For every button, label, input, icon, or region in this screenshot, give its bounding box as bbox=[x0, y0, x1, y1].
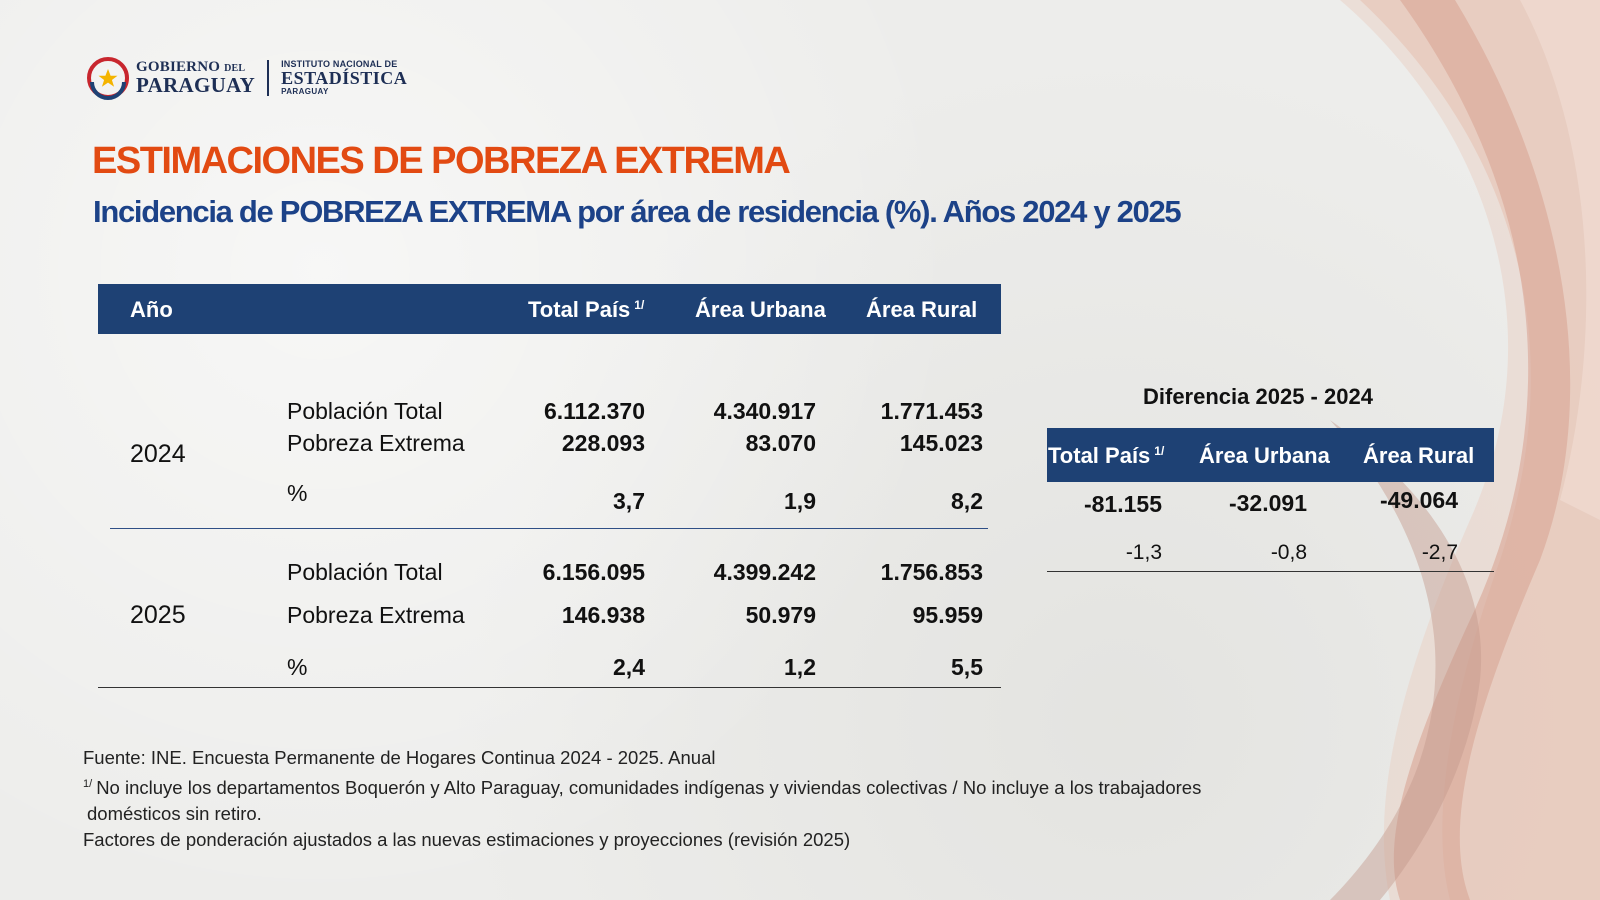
row-2025-poverty-rural: 95.959 bbox=[912, 602, 983, 628]
source-note: Fuente: INE. Encuesta Permanente de Hoga… bbox=[83, 747, 716, 768]
diff-header-total-label: Total País bbox=[1048, 443, 1151, 468]
header-total-note: 1/ bbox=[634, 297, 645, 312]
row-2025-pct-total: 2,4 bbox=[613, 654, 645, 680]
header-total-label: Total País bbox=[528, 297, 631, 322]
year-2024: 2024 bbox=[130, 440, 186, 468]
diff-header-rural: Área Rural bbox=[1363, 443, 1475, 468]
row-2025-population-label: Población Total bbox=[287, 559, 443, 585]
paraguay-emblem-icon bbox=[87, 57, 129, 100]
diff-table-bottom-rule bbox=[1047, 571, 1494, 572]
row-2024-poverty-label: Pobreza Extrema bbox=[287, 430, 465, 456]
row-2024-population-label: Población Total bbox=[287, 398, 443, 424]
diff-absolute-urban: -32.091 bbox=[1228, 490, 1307, 516]
row-2025-poverty-urban: 50.979 bbox=[745, 602, 816, 628]
table-bottom-rule bbox=[98, 687, 1001, 688]
row-2024-pct-label: % bbox=[287, 480, 308, 506]
ine-line2: ESTADÍSTICA bbox=[281, 68, 408, 89]
exclusion-note: 1/No incluye los departamentos Boquerón … bbox=[83, 771, 1201, 801]
row-2024-poverty-total: 228.093 bbox=[561, 430, 645, 456]
diff-absolute-total: -81.155 bbox=[1083, 491, 1162, 517]
gov-line1: GOBIERNO bbox=[136, 59, 221, 75]
page-subtitle: Incidencia de POBREZA EXTREMA por área d… bbox=[93, 194, 1182, 229]
diff-table-header: Total País 1/ Área Urbana Área Rural bbox=[1047, 428, 1494, 482]
diff-absolute-rural: -49.064 bbox=[1379, 487, 1458, 513]
row-2025-pct-urban: 1,2 bbox=[784, 654, 816, 680]
exclusion-note-mark: 1/ bbox=[83, 778, 93, 790]
row-2024-pct-rural: 8,2 bbox=[951, 488, 983, 514]
row-2024-pct-urban: 1,9 bbox=[784, 488, 816, 514]
diff-header-total-note: 1/ bbox=[1154, 443, 1165, 458]
row-2024-pct-total: 3,7 bbox=[613, 488, 645, 514]
header-year: Año bbox=[130, 297, 173, 322]
row-2024-population-urban: 4.340.917 bbox=[713, 398, 816, 424]
footnotes: Fuente: INE. Encuesta Permanente de Hoga… bbox=[83, 745, 1201, 853]
diff-header-total: Total País 1/ bbox=[1048, 443, 1164, 469]
ine-line3: PARAGUAY bbox=[281, 86, 329, 96]
header-logos: GOBIERNO DEL PARAGUAY INSTITUTO NACIONAL… bbox=[86, 56, 407, 100]
row-2025-pct-label: % bbox=[287, 654, 308, 680]
diff-points-rural: -2,7 bbox=[1421, 541, 1458, 564]
row-2025-population-rural: 1.756.853 bbox=[880, 559, 983, 585]
row-2024-poverty-urban: 83.070 bbox=[745, 430, 816, 456]
gov-line1-small: DEL bbox=[224, 63, 246, 74]
header-total-pais: Total País 1/ bbox=[528, 297, 644, 323]
row-2025-poverty-total: 146.938 bbox=[561, 602, 645, 628]
header-area-rural: Área Rural bbox=[866, 297, 978, 322]
year-2025: 2025 bbox=[130, 601, 186, 629]
main-table-header: Año Total País 1/ Área Urbana Área Rural bbox=[98, 284, 1001, 334]
diff-header-urban: Área Urbana bbox=[1199, 443, 1330, 468]
gobierno-paraguay-logo: GOBIERNO DEL PARAGUAY bbox=[136, 60, 255, 96]
row-2024-population-total: 6.112.370 bbox=[543, 398, 645, 424]
weights-note: Factores de ponderación ajustados a las … bbox=[83, 829, 851, 851]
row-2025-population-total: 6.156.095 bbox=[542, 559, 645, 585]
row-2025-poverty-label: Pobreza Extrema bbox=[287, 602, 465, 628]
ine-line1: INSTITUTO NACIONAL DE bbox=[281, 58, 398, 69]
gov-line2: PARAGUAY bbox=[136, 73, 256, 97]
exclusion-note-line1: No incluye los departamentos Boquerón y … bbox=[96, 777, 1202, 799]
header-area-urbana: Área Urbana bbox=[695, 297, 826, 322]
diff-table-title: Diferencia 2025 - 2024 bbox=[1143, 384, 1373, 409]
exclusion-note-line2: domésticos sin retiro. bbox=[87, 803, 262, 825]
ine-logo: INSTITUTO NACIONAL DE ESTADÍSTICA PARAGU… bbox=[281, 58, 408, 97]
row-2024-population-rural: 1.771.453 bbox=[880, 398, 983, 424]
diff-points-urban: -0,8 bbox=[1270, 541, 1307, 564]
page-title: ESTIMACIONES DE POBREZA EXTREMA bbox=[92, 140, 791, 182]
logo-divider bbox=[267, 60, 270, 96]
row-2025-population-urban: 4.399.242 bbox=[713, 559, 816, 585]
row-2024-poverty-rural: 145.023 bbox=[899, 430, 983, 456]
row-2025-pct-rural: 5,5 bbox=[951, 654, 983, 680]
diff-points-total: -1,3 bbox=[1125, 541, 1162, 564]
row-divider bbox=[110, 528, 988, 529]
